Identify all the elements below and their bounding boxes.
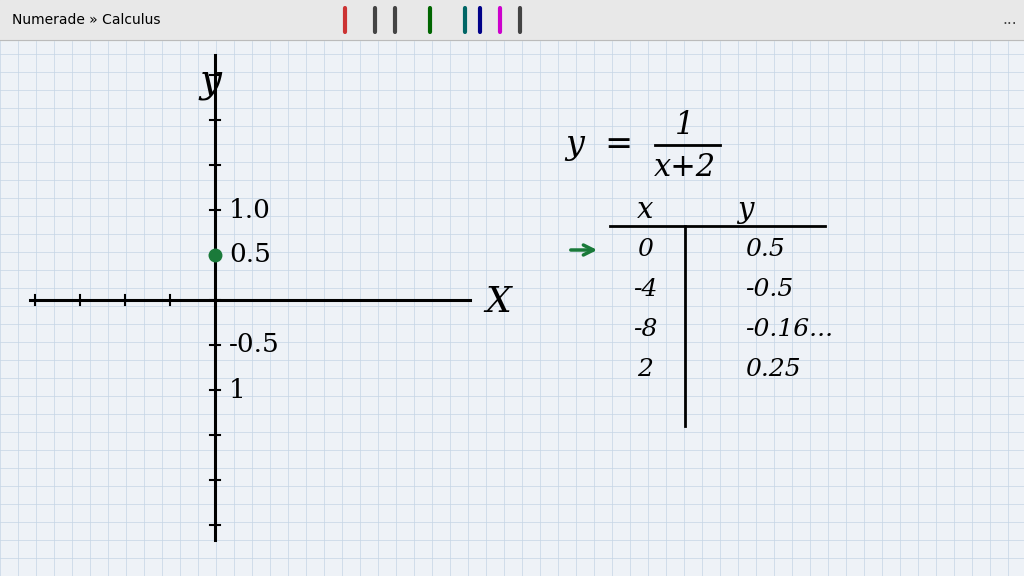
Text: 0.25: 0.25 bbox=[745, 358, 801, 381]
Text: 1: 1 bbox=[675, 109, 694, 141]
Text: 0.5: 0.5 bbox=[229, 242, 271, 267]
Text: Numerade » Calculus: Numerade » Calculus bbox=[12, 13, 161, 27]
Text: -0.16...: -0.16... bbox=[745, 319, 834, 342]
Text: 0: 0 bbox=[637, 238, 653, 262]
Text: 2: 2 bbox=[637, 358, 653, 381]
Text: 0.5: 0.5 bbox=[745, 238, 784, 262]
Text: x: x bbox=[637, 196, 653, 224]
Text: y: y bbox=[736, 196, 754, 224]
Text: 1.0: 1.0 bbox=[229, 198, 271, 222]
Text: x+2: x+2 bbox=[654, 151, 716, 183]
Text: -0.5: -0.5 bbox=[229, 332, 280, 358]
Text: -0.5: -0.5 bbox=[745, 279, 794, 301]
Text: -8: -8 bbox=[633, 319, 657, 342]
Text: y  =: y = bbox=[565, 129, 633, 161]
Text: ...: ... bbox=[1002, 13, 1017, 28]
Bar bbox=[0, 0, 1024, 40]
Text: -4: -4 bbox=[633, 279, 657, 301]
Text: y: y bbox=[199, 63, 221, 100]
Text: 1: 1 bbox=[229, 377, 246, 403]
Text: X: X bbox=[485, 285, 511, 319]
